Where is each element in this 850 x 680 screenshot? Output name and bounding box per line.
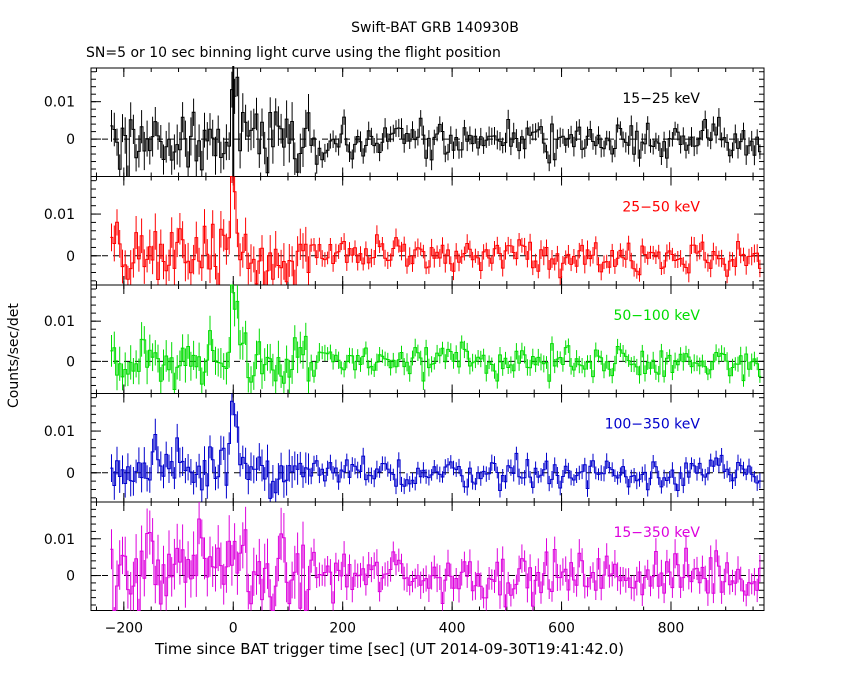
series-step-line (110, 76, 762, 177)
x-tick-label: 0 (229, 621, 238, 637)
series-step-line (110, 518, 762, 611)
y-tick-label: 0.01 (44, 532, 75, 548)
y-tick-label: 0.01 (44, 314, 75, 330)
y-tick-label: 0 (66, 249, 75, 265)
series-step-line (110, 400, 762, 499)
panel-frame (90, 284, 765, 394)
y-tick-label: 0.01 (44, 424, 75, 440)
panel-energy-label: 15−25 keV (622, 91, 700, 107)
series-step-line (110, 176, 762, 286)
x-tick-label: −200 (105, 621, 143, 637)
panel-2 (90, 176, 765, 286)
series-step-line (110, 284, 762, 390)
chart-title: Swift-BAT GRB 140930B (351, 20, 519, 36)
x-tick-label: 800 (658, 621, 685, 637)
y-tick-label: 0 (66, 354, 75, 370)
panel-energy-label: 100−350 keV (605, 417, 701, 433)
panel-3 (90, 284, 765, 394)
chart-subtitle: SN=5 or 10 sec binning light curve using… (86, 45, 501, 61)
x-axis-label: Time since BAT trigger time [sec] (UT 20… (155, 640, 624, 658)
panel-energy-label: 50−100 keV (613, 308, 700, 324)
y-tick-label: 0.01 (44, 207, 75, 223)
panel-energy-label: 15−350 keV (613, 525, 700, 541)
y-tick-label: 0 (66, 132, 75, 148)
x-tick-label: 600 (548, 621, 575, 637)
x-tick-label: 400 (439, 621, 466, 637)
y-tick-label: 0 (66, 466, 75, 482)
y-tick-label: 0.01 (44, 95, 75, 111)
y-tick-label: 0 (66, 569, 75, 585)
panel-frame (90, 501, 765, 611)
x-tick-label: 200 (329, 621, 356, 637)
y-axis-label: Counts/sec/det (6, 303, 22, 408)
panel-4 (90, 393, 765, 503)
panel-1 (90, 67, 765, 177)
panel-energy-label: 25−50 keV (622, 200, 700, 216)
panel-5 (90, 501, 765, 611)
